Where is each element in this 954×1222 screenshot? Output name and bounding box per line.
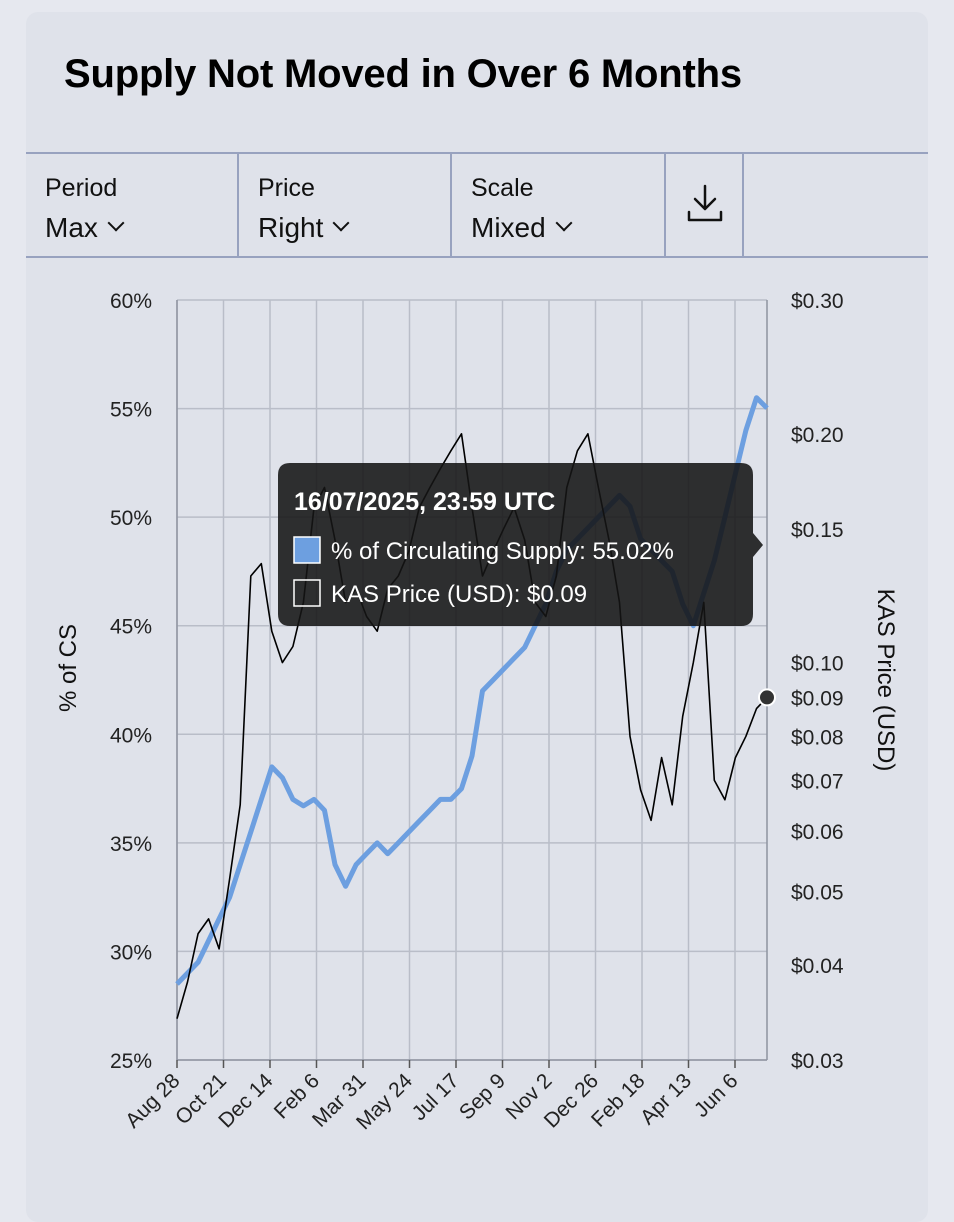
x-tick-label: Feb 18 <box>587 1069 650 1132</box>
x-tick-label: Sep 9 <box>455 1069 510 1124</box>
x-tick-label: Apr 13 <box>636 1069 696 1129</box>
chart-toolbar: Period Max Price Right Scale Mixed <box>26 152 928 258</box>
tooltip-row-supply: % of Circulating Supply: 55.02% <box>331 538 674 565</box>
price-dropdown[interactable]: Price Right <box>239 154 452 256</box>
left-tick-label: 45% <box>110 616 152 639</box>
right-tick-label: $0.05 <box>791 881 844 904</box>
x-tick-label: Jun 6 <box>690 1069 743 1122</box>
left-tick-label: 50% <box>110 507 152 530</box>
grid-lines <box>176 299 768 1061</box>
x-tick-label: Aug 28 <box>121 1069 184 1132</box>
right-tick-label: $0.04 <box>791 955 844 978</box>
tooltip-swatch-supply <box>293 536 321 564</box>
tooltip-swatch-price <box>293 579 321 607</box>
right-tick-label: $0.15 <box>791 519 844 542</box>
left-tick-label: 60% <box>110 290 152 313</box>
tooltip-title: 16/07/2025, 23:59 UTC <box>294 488 555 516</box>
left-axis-ticks: 25% 30% 35% 40% 45% 50% 55% 60% <box>110 290 152 1073</box>
left-tick-label: 25% <box>110 1050 152 1073</box>
right-axis-ticks: $0.03 $0.04 $0.05 $0.06 $0.07 $0.08 $0.09 $0.10… <box>791 290 844 1073</box>
right-tick-label: $0.09 <box>791 687 844 710</box>
right-tick-label: $0.06 <box>791 821 844 844</box>
right-tick-label: $0.30 <box>791 290 844 313</box>
x-tick-label: Jul 17 <box>408 1069 464 1125</box>
left-tick-label: 40% <box>110 724 152 747</box>
price-label: Price <box>258 174 315 202</box>
right-tick-label: $0.10 <box>791 653 844 676</box>
right-tick-label: $0.08 <box>791 726 844 749</box>
right-tick-label: $0.03 <box>791 1050 844 1073</box>
right-tick-label: $0.07 <box>791 770 844 793</box>
period-dropdown[interactable]: Period Max <box>26 154 239 256</box>
scale-dropdown[interactable]: Scale Mixed <box>452 154 666 256</box>
tooltip-row-price: KAS Price (USD): $0.09 <box>331 581 587 608</box>
left-tick-label: 35% <box>110 833 152 856</box>
download-icon <box>687 184 723 222</box>
period-label: Period <box>45 174 118 202</box>
page-title: Supply Not Moved in Over 6 Months <box>64 52 742 96</box>
scale-label: Scale <box>471 174 534 202</box>
right-axis-label: KAS Price (USD) <box>872 589 899 772</box>
right-tick-label: $0.20 <box>791 424 844 447</box>
download-button[interactable] <box>666 154 744 256</box>
period-value: Max <box>45 212 125 244</box>
left-axis-label: % of CS <box>55 624 82 712</box>
price-hover-marker[interactable] <box>758 688 776 707</box>
tooltip: 16/07/2025, 23:59 UTC % of Circulating S… <box>278 463 763 626</box>
left-tick-label: 30% <box>110 941 152 964</box>
scale-value: Mixed <box>471 212 573 244</box>
left-tick-label: 55% <box>110 399 152 422</box>
price-value: Right <box>258 212 350 244</box>
